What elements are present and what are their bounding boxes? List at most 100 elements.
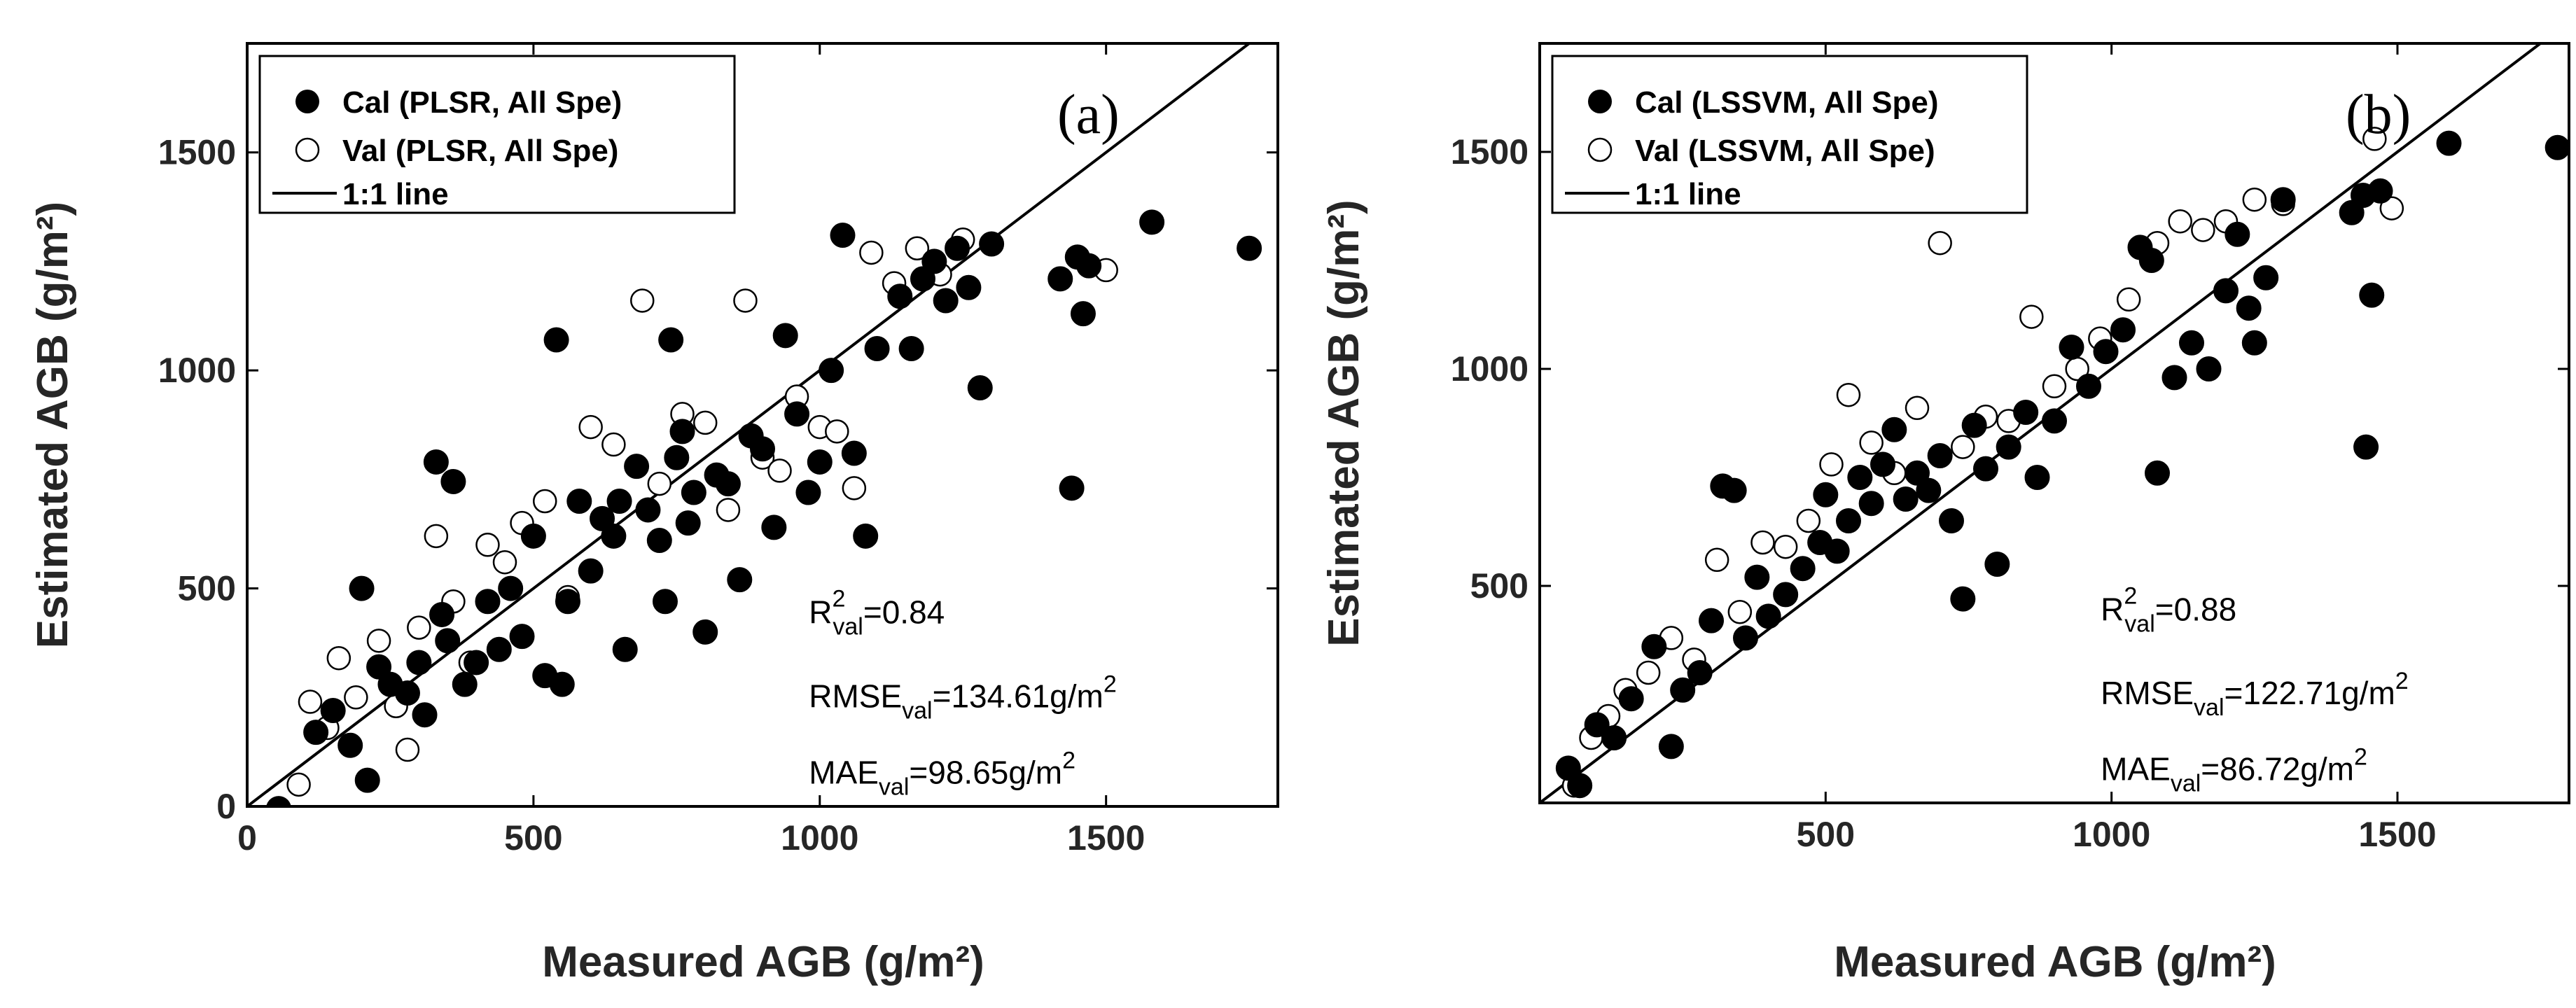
val-point xyxy=(298,690,323,714)
cal-point xyxy=(423,449,449,475)
legend-cal-label: Cal (PLSR, All Spe) xyxy=(342,85,622,120)
val-point xyxy=(601,432,626,457)
val-point xyxy=(2191,218,2215,242)
cal-point xyxy=(1070,301,1096,327)
cal-point xyxy=(349,575,375,601)
cal-point xyxy=(715,471,741,497)
cal-point xyxy=(543,327,569,353)
cal-point xyxy=(1721,477,1747,503)
val-point xyxy=(407,615,431,640)
val-point xyxy=(692,410,718,435)
cal-point xyxy=(1893,486,1919,512)
cal-point xyxy=(1601,725,1627,750)
val-point xyxy=(1636,660,1661,685)
cal-point xyxy=(2145,460,2170,486)
y-tick-label: 1000 xyxy=(158,351,236,390)
cal-point xyxy=(1961,412,1987,438)
cal-point xyxy=(1996,434,2021,460)
x-tick-label: 500 xyxy=(504,818,562,858)
cal-point xyxy=(1059,475,1085,501)
cal-point xyxy=(784,401,810,427)
val-point xyxy=(492,550,517,575)
cal-point xyxy=(394,680,420,706)
cal-point xyxy=(1973,456,1998,482)
stat-rmse: RMSEval=134.61g/m2 xyxy=(809,671,1117,724)
val-point xyxy=(578,414,603,440)
cal-point xyxy=(337,732,363,758)
cal-point xyxy=(956,274,982,300)
cal-point xyxy=(2138,248,2164,273)
cal-point xyxy=(435,628,461,654)
cal-point xyxy=(1836,508,1861,533)
cal-point xyxy=(590,505,615,531)
cal-point xyxy=(1755,603,1781,629)
cal-point xyxy=(1744,564,1770,590)
val-point xyxy=(2168,209,2192,234)
val-point xyxy=(1905,396,1930,421)
cal-point xyxy=(1670,677,1696,703)
cal-point xyxy=(898,336,924,361)
cal-point xyxy=(864,336,890,361)
val-point xyxy=(630,288,655,313)
cal-point xyxy=(727,567,753,593)
x-tick-label: 1500 xyxy=(1067,818,1145,858)
val-point xyxy=(716,498,741,522)
cal-point xyxy=(1824,538,1850,564)
cal-point xyxy=(2076,373,2101,399)
cal-point xyxy=(2196,356,2222,382)
legend-cal-marker xyxy=(295,90,319,113)
val-point xyxy=(2242,187,2267,212)
cal-point xyxy=(303,720,329,746)
val-point xyxy=(2362,127,2387,151)
y-tick-label: 500 xyxy=(178,569,236,608)
val-point xyxy=(2379,196,2404,220)
cal-point xyxy=(1584,712,1610,738)
val-point xyxy=(424,524,449,549)
cal-point xyxy=(606,489,632,514)
legend-line-label: 1:1 line xyxy=(1635,177,1741,211)
cal-point xyxy=(1567,773,1593,799)
cal-point xyxy=(1790,556,1816,582)
val-point xyxy=(2042,374,2067,399)
cal-point xyxy=(475,589,501,615)
cal-point xyxy=(624,454,650,479)
y-tick-label: 1500 xyxy=(158,133,236,172)
cal-point xyxy=(520,523,546,549)
cal-point xyxy=(2042,408,2067,434)
val-point xyxy=(647,471,672,496)
cal-point xyxy=(566,489,592,514)
cal-point xyxy=(1733,625,1758,651)
cal-point xyxy=(979,231,1005,257)
x-tick-label: 1000 xyxy=(781,818,858,858)
val-point xyxy=(1704,547,1729,573)
data-layer xyxy=(247,43,1262,806)
val-point xyxy=(859,240,884,265)
cal-point xyxy=(1847,465,1873,490)
cal-point xyxy=(853,523,879,549)
val-point xyxy=(1796,508,1821,533)
stat-rmse: RMSEval=122.71g/m2 xyxy=(2101,668,2409,721)
cal-point xyxy=(1950,586,1976,612)
legend-cal-label: Cal (LSSVM, All Spe) xyxy=(1635,85,1939,120)
cal-point xyxy=(967,375,993,401)
cal-point xyxy=(1870,451,1895,477)
axes-frame xyxy=(246,42,1279,808)
cal-point xyxy=(412,702,438,728)
cal-point xyxy=(887,284,913,309)
legend-box xyxy=(1551,55,2028,214)
y-tick-label: 1000 xyxy=(1451,349,1529,388)
cal-point xyxy=(819,358,844,384)
panel-letter: (b) xyxy=(2346,84,2411,146)
legend-box xyxy=(258,55,736,214)
cal-point xyxy=(830,223,856,248)
cal-point xyxy=(1618,686,1644,712)
legend-val-label: Val (PLSR, All Spe) xyxy=(342,134,618,168)
cal-point xyxy=(2270,187,2296,213)
cal-point xyxy=(669,419,695,444)
cal-point xyxy=(2213,278,2239,304)
cal-point xyxy=(2059,335,2084,360)
cal-point xyxy=(452,671,478,697)
x-axis-label: Measured AGB (g/m²) xyxy=(1834,938,2276,986)
cal-point xyxy=(601,523,627,549)
